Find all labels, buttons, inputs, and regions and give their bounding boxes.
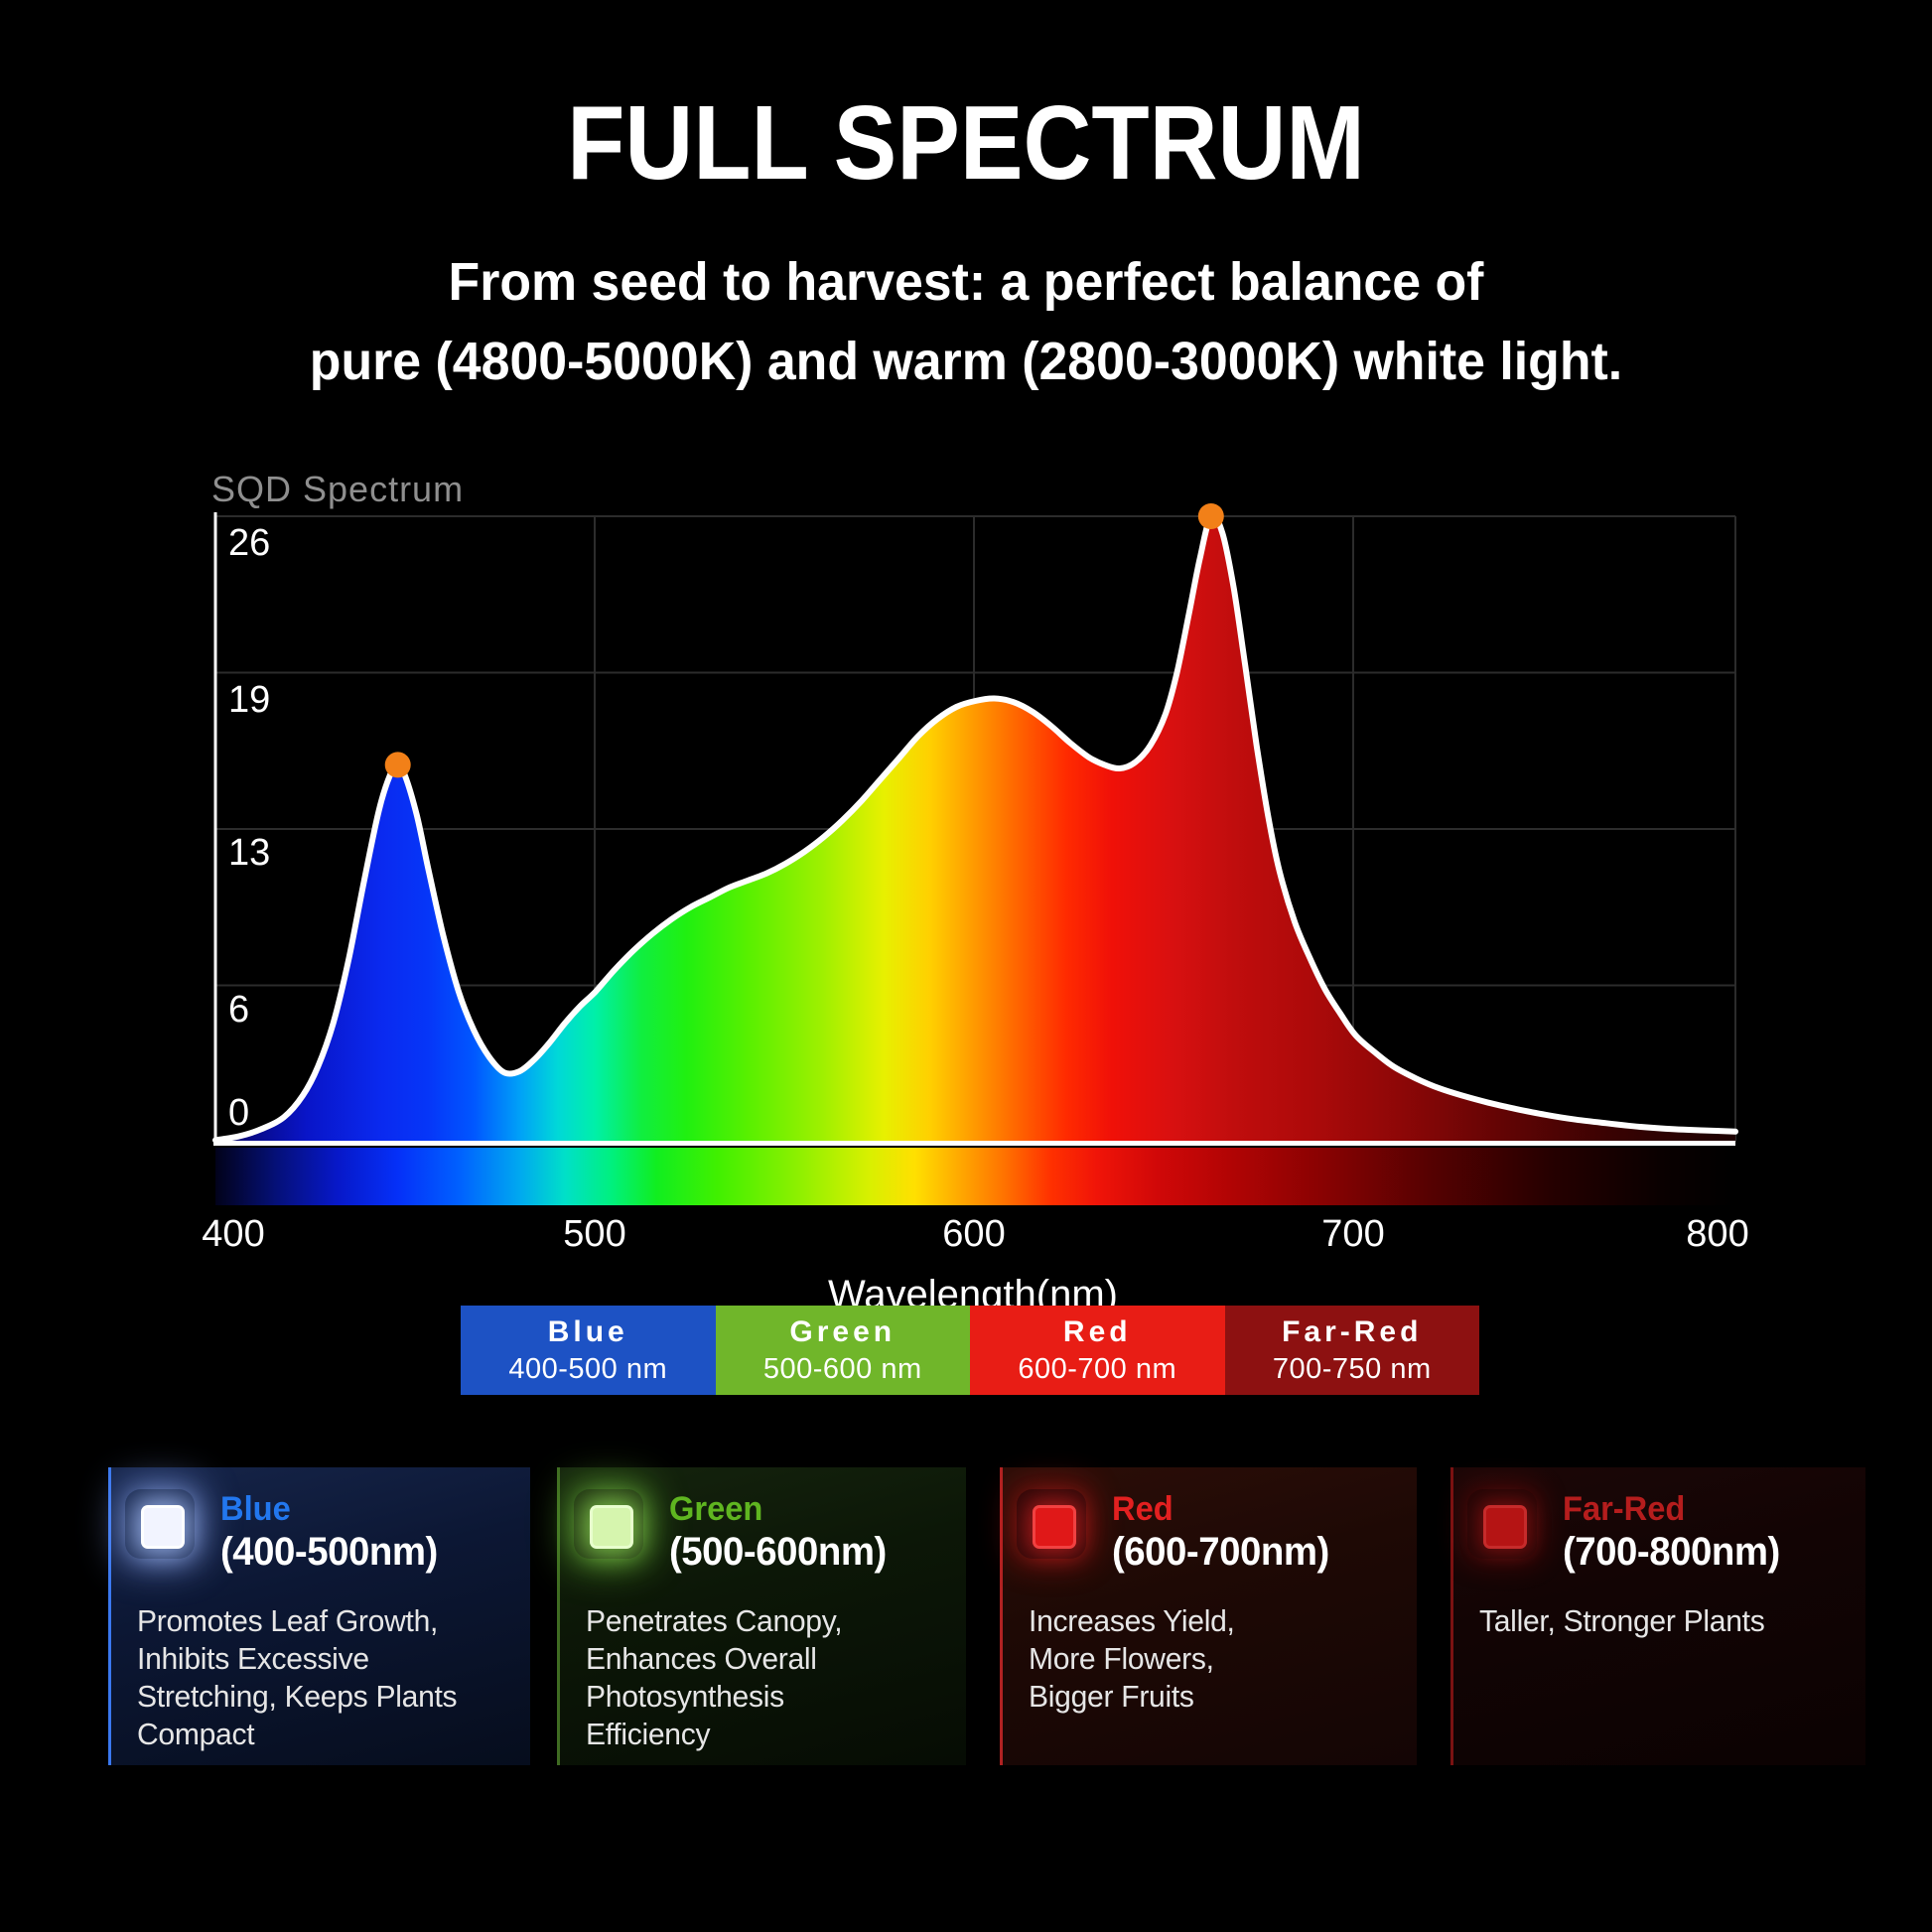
card-title-farred: Far-Red bbox=[1563, 1490, 1686, 1528]
info-card-green: Green (500-600nm) Penetrates Canopy, Enh… bbox=[557, 1467, 966, 1765]
card-header-blue: Blue (400-500nm) bbox=[111, 1467, 530, 1575]
legend-name-blue: Blue bbox=[547, 1314, 628, 1348]
card-range-green: (500-600nm) bbox=[669, 1530, 887, 1574]
legend-name-green: Green bbox=[789, 1314, 897, 1348]
card-range-blue: (400-500nm) bbox=[220, 1530, 438, 1574]
card-description-farred: Taller, Stronger Plants bbox=[1479, 1603, 1765, 1638]
card-description-blue: Promotes Leaf Growth, Inhibits Excessive… bbox=[137, 1603, 458, 1751]
info-card-farred: Far-Red (700-800nm) Taller, Stronger Pla… bbox=[1450, 1467, 1865, 1765]
x-tick-600: 600 bbox=[942, 1213, 1006, 1255]
farred-led-icon bbox=[1467, 1489, 1537, 1559]
spectrum-curve-outline bbox=[212, 511, 1738, 1144]
wavelength-color-bar bbox=[215, 1148, 1735, 1205]
x-tick-500: 500 bbox=[563, 1213, 626, 1255]
x-tick-700: 700 bbox=[1321, 1213, 1385, 1255]
y-tick-6: 6 bbox=[228, 989, 250, 1031]
y-tick-26: 26 bbox=[228, 522, 271, 564]
red-led-icon bbox=[1017, 1489, 1086, 1559]
legend-segment-green: Green 500-600 nm bbox=[715, 1306, 970, 1395]
subtitle-line-1: From seed to harvest: a perfect balance … bbox=[448, 252, 1484, 312]
legend-name-red: Red bbox=[1062, 1314, 1132, 1348]
legend-range-farred: 700-750 nm bbox=[1272, 1352, 1432, 1385]
info-card-blue: Blue (400-500nm) Promotes Leaf Growth, I… bbox=[108, 1467, 530, 1765]
y-tick-19: 19 bbox=[228, 679, 271, 721]
legend-range-red: 600-700 nm bbox=[1018, 1352, 1177, 1385]
page-title: FULL SPECTRUM bbox=[567, 84, 1365, 202]
legend-segment-red: Red 600-700 nm bbox=[970, 1306, 1225, 1395]
card-title-blue: Blue bbox=[220, 1490, 291, 1528]
legend-range-blue: 400-500 nm bbox=[508, 1352, 668, 1385]
legend-name-farred: Far-Red bbox=[1282, 1314, 1423, 1348]
card-title-red: Red bbox=[1112, 1490, 1173, 1528]
wavelength-band-legend: Blue 400-500 nm Green 500-600 nm Red 600… bbox=[461, 1306, 1479, 1395]
card-description-red: Increases Yield, More Flowers, Bigger Fr… bbox=[1029, 1603, 1235, 1714]
page-subtitle: From seed to harvest: a perfect balance … bbox=[39, 242, 1893, 401]
card-header-farred: Far-Red (700-800nm) bbox=[1453, 1467, 1865, 1575]
card-title-green: Green bbox=[669, 1490, 763, 1528]
y-tick-0: 0 bbox=[228, 1092, 250, 1134]
green-led-core bbox=[590, 1505, 633, 1549]
green-led-icon bbox=[574, 1489, 643, 1559]
card-header-red: Red (600-700nm) bbox=[1003, 1467, 1417, 1575]
legend-segment-blue: Blue 400-500 nm bbox=[461, 1306, 716, 1395]
red-peak-marker bbox=[1197, 503, 1224, 529]
blue-led-core bbox=[141, 1505, 185, 1549]
info-card-red: Red (600-700nm) Increases Yield, More Fl… bbox=[1000, 1467, 1417, 1765]
card-header-green: Green (500-600nm) bbox=[560, 1467, 966, 1575]
blue-peak-marker bbox=[384, 752, 411, 778]
card-range-farred: (700-800nm) bbox=[1563, 1530, 1780, 1574]
card-description-green: Penetrates Canopy, Enhances Overall Phot… bbox=[586, 1603, 843, 1751]
y-tick-13: 13 bbox=[228, 832, 271, 874]
legend-segment-farred: Far-Red 700-750 nm bbox=[1224, 1306, 1479, 1395]
legend-range-green: 500-600 nm bbox=[762, 1352, 922, 1385]
blue-led-icon bbox=[125, 1489, 195, 1559]
chart-title: SQD Spectrum bbox=[211, 469, 465, 509]
x-tick-800: 800 bbox=[1686, 1213, 1749, 1255]
farred-led-core bbox=[1483, 1505, 1527, 1549]
x-tick-400: 400 bbox=[202, 1213, 265, 1255]
subtitle-line-2: pure (4800-5000K) and warm (2800-3000K) … bbox=[309, 332, 1623, 391]
red-led-core bbox=[1033, 1505, 1076, 1549]
axes bbox=[213, 512, 1735, 1146]
spectrum-area bbox=[215, 514, 1735, 1144]
card-range-red: (600-700nm) bbox=[1112, 1530, 1329, 1574]
